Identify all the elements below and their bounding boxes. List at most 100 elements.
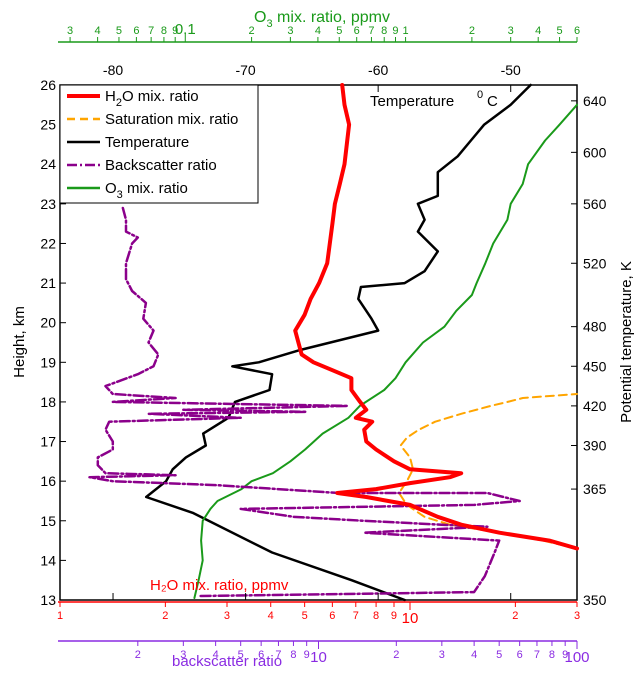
o3-tick-label: 5 — [116, 25, 122, 37]
o3-tick-label: 3 — [287, 25, 293, 37]
legend-label-sat: Saturation mix. ratio — [105, 111, 238, 128]
backscatter-tick-label: 7 — [275, 649, 281, 661]
theta-tick-label: 365 — [583, 481, 607, 497]
temperature-title-degree: 0 — [477, 89, 483, 101]
theta-tick-label: 390 — [583, 438, 607, 454]
legend-label-main: Backscatter ratio — [105, 157, 217, 174]
h2o-tick-label: 2 — [512, 610, 518, 622]
theta-tick-label: 480 — [583, 319, 607, 335]
backscatter-tick-label: 7 — [534, 649, 540, 661]
backscatter-tick-label: 5 — [496, 649, 502, 661]
plot-frame — [59, 84, 578, 601]
backscatter-tick-label: 4 — [213, 649, 219, 661]
o3-tick-label: 4 — [95, 25, 101, 37]
h2o-tick-label: 6 — [329, 610, 335, 622]
series-layer — [88, 83, 579, 602]
legend-label-main: Temperature — [105, 134, 189, 151]
o3-tick-label: 3 — [67, 25, 73, 37]
height-tick-label: 23 — [40, 196, 56, 212]
theta-tick-label: 560 — [583, 196, 607, 212]
backscatter-tick-label: 3 — [439, 649, 445, 661]
height-tick-label: 20 — [40, 315, 56, 331]
backscatter-tick-label: 100 — [564, 649, 589, 666]
o3-tick-label: 8 — [381, 25, 387, 37]
temperature-title-text: Temperature — [370, 93, 454, 110]
legend-entries: H2O mix. ratio Saturation mix. ratio Tempe… — [67, 88, 238, 201]
o3-tick-label: 6 — [133, 25, 139, 37]
backscatter-tick-label: 6 — [517, 649, 523, 661]
temperature-tick-group: -80 -70 -60 -50 — [103, 62, 521, 600]
backscatter-tick-label: 9 — [304, 649, 310, 661]
h2o-tick-label: 7 — [353, 610, 359, 622]
legend-label-main: H — [105, 88, 116, 105]
h2o-tick-label: 9 — [391, 610, 397, 622]
backscatter-axis-title: backscatter ratio — [172, 653, 282, 670]
theta-tick-label: 640 — [583, 93, 607, 109]
theta-tick-label: 350 — [583, 592, 607, 608]
o3-tick-label: 0.1 — [175, 21, 196, 38]
h2o-axis: 1 2 3 4 5 6 7 8 9 10 2 3 H₂O mix. ratio, ppmv — [57, 577, 580, 627]
backscatter-tick-label: 9 — [562, 649, 568, 661]
series-line-o3 — [193, 103, 578, 599]
backscatter-tick-label: 3 — [180, 649, 186, 661]
height-tick-label: 18 — [40, 394, 56, 410]
h2o-tick-label: 8 — [373, 610, 379, 622]
height-tick-label: 21 — [40, 275, 56, 291]
height-tick-label: 16 — [40, 473, 56, 489]
o3-tick-group: 3 4 5 6 7 8 90.1 2 3 4 5 6 7 8 9 1 2 3 4 5 6 — [67, 21, 580, 42]
o3-tick-label: 3 — [508, 25, 514, 37]
temperature-tick-label: -50 — [501, 62, 521, 78]
height-axis-title: Height, km — [11, 306, 28, 378]
o3-tick-label: 9 — [172, 25, 178, 37]
h2o-axis-title: H₂O mix. ratio, ppmv — [150, 577, 289, 594]
o3-tick-label: 7 — [148, 25, 154, 37]
height-tick-label: 13 — [40, 592, 56, 608]
o3-tick-label: 4 — [315, 25, 321, 37]
o3-tick-label: 8 — [161, 25, 167, 37]
o3-tick-label: 6 — [574, 25, 580, 37]
height-tick-label: 19 — [40, 354, 56, 370]
height-tick-label: 17 — [40, 434, 56, 450]
height-tick-label: 25 — [40, 117, 56, 133]
temperature-tick-label: -80 — [103, 62, 123, 78]
o3-tick-label: 2 — [249, 25, 255, 37]
height-tick-label: 15 — [40, 513, 56, 529]
legend-label-o3: O3 mix. ratio — [105, 180, 188, 201]
height-tick-label: 24 — [40, 156, 56, 172]
temperature-tick-label: -60 — [368, 62, 388, 78]
o3-tick-label: 1 — [403, 25, 409, 37]
theta-tick-label: 520 — [583, 255, 607, 271]
h2o-tick-label: 3 — [224, 610, 230, 622]
theta-axis-title: Potential temperature, K — [618, 261, 635, 423]
backscatter-tick-label: 2 — [135, 649, 141, 661]
series-line-h2o — [293, 83, 579, 551]
o3-tick-label: 9 — [392, 25, 398, 37]
legend: H2O mix. ratio Saturation mix. ratio Tempe… — [59, 84, 259, 204]
o3-tick-label: 6 — [354, 25, 360, 37]
legend-label-sub: 3 — [117, 189, 123, 201]
h2o-tick-group: 1 2 3 4 5 6 7 8 9 10 2 3 — [57, 602, 580, 627]
backscatter-tick-label: 2 — [393, 649, 399, 661]
backscatter-tick-label: 10 — [310, 649, 327, 666]
backscatter-tick-label: 8 — [290, 649, 296, 661]
backscatter-tick-label: 5 — [238, 649, 244, 661]
legend-label-main: Saturation mix. ratio — [105, 111, 238, 128]
temperature-axis-title: Temperature 0 C — [370, 89, 498, 110]
theta-tick-group: 350 365 390 420 450 480 520 560 600 640 — [571, 93, 607, 608]
o3-tick-label: 7 — [368, 25, 374, 37]
h2o-tick-label: 4 — [268, 610, 274, 622]
legend-box — [59, 84, 259, 204]
h2o-tick-label: 5 — [302, 610, 308, 622]
legend-label-rest: mix. ratio — [123, 180, 188, 197]
h2o-tick-label: 3 — [574, 610, 580, 622]
backscatter-tick-label: 8 — [549, 649, 555, 661]
height-tick-label: 22 — [40, 235, 56, 251]
h2o-tick-label: 1 — [57, 610, 63, 622]
legend-label-h2o: H2O mix. ratio — [105, 88, 199, 109]
h2o-tick-label: 10 — [402, 610, 419, 627]
legend-label-sub: 2 — [116, 97, 122, 109]
o3-tick-label: 5 — [556, 25, 562, 37]
backscatter-tick-label: 4 — [471, 649, 477, 661]
